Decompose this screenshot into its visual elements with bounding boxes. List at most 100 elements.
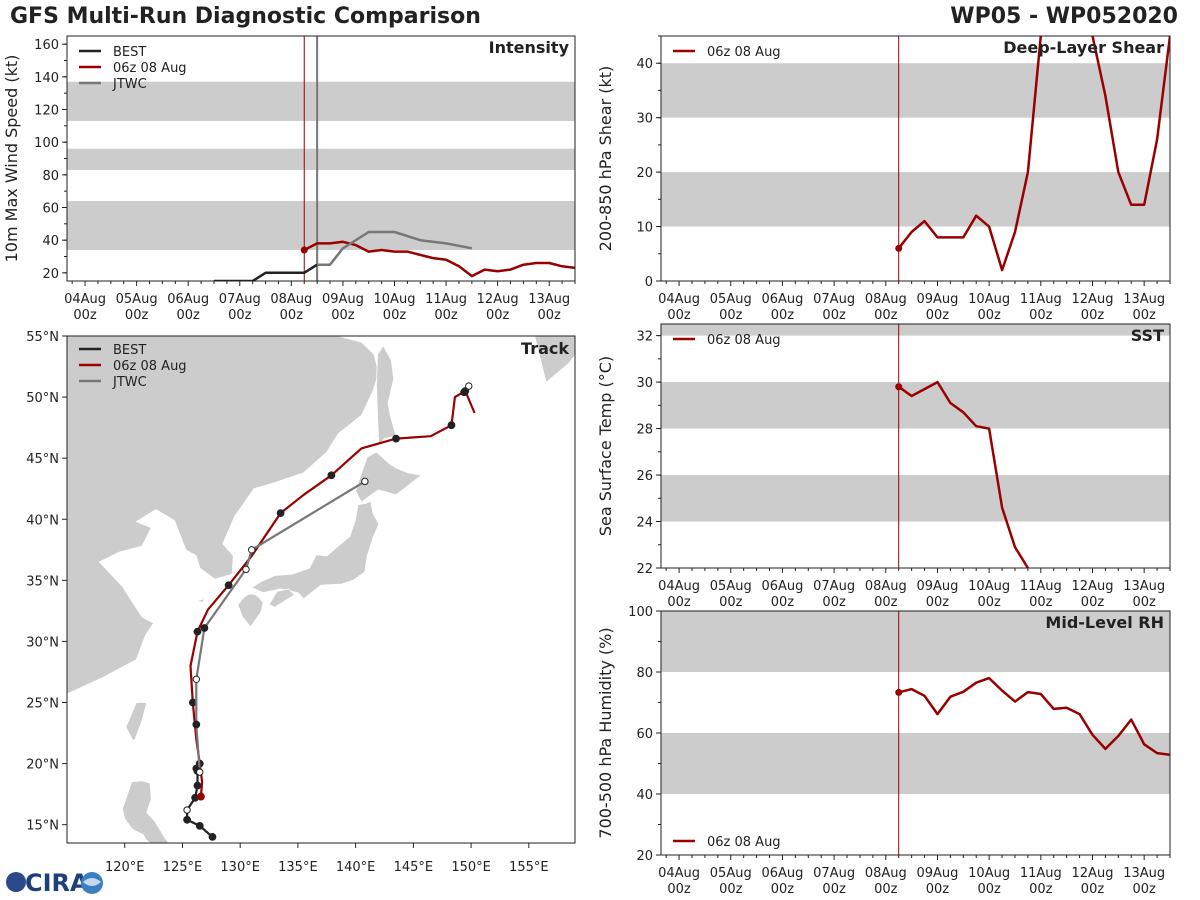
sst-xtick-label: 00z (1081, 595, 1105, 610)
intensity-series-group (214, 230, 575, 281)
intensity-xtick-label: 05Aug (116, 292, 158, 307)
intensity-ytick-label: 100 (34, 136, 59, 151)
rh-series-group (898, 676, 1170, 756)
shear-band-1 (661, 63, 1170, 118)
intensity-ytick-label: 160 (34, 38, 59, 53)
track-jtwc-point (242, 565, 250, 574)
sst-frame (660, 323, 1171, 569)
intensity-xtick-label: 00z (383, 308, 407, 323)
sst-xtick-label: 10Aug (968, 579, 1010, 594)
track-gfs-point (465, 382, 473, 390)
sst-xtick-label: 06Aug (761, 579, 803, 594)
shear-xtick-label: 00z (977, 308, 1001, 323)
track-xtick-label: 135°E (278, 860, 318, 875)
track-ytick-label: 15°N (26, 819, 59, 834)
sst-band-2 (661, 324, 1170, 336)
rh-frame (660, 610, 1171, 856)
sst-xtick-label: 12Aug (1072, 579, 1114, 594)
sst-ytick-label: 26 (636, 469, 653, 484)
track-legend-label-best: BEST (113, 343, 146, 358)
shear-xtick-label: 00z (667, 308, 691, 323)
land-luzon (121, 780, 170, 843)
sst-gfs-init-point (895, 383, 903, 391)
shear-ytick-label: 10 (636, 221, 653, 236)
shear-gfs-init-point (895, 244, 903, 252)
sst-xtick-label: 00z (874, 595, 898, 610)
sst-series-group (897, 380, 1029, 568)
sst-ytick-label: 24 (636, 516, 653, 531)
rh-ytick-label: 20 (636, 849, 653, 864)
land-sakhalin (375, 345, 397, 448)
track-gfs-point (193, 627, 202, 636)
sst-ylabel: Sea Surface Temp (°C) (596, 356, 615, 536)
track-xtick-label: 140°E (336, 860, 376, 875)
sst-xtick-label: 08Aug (865, 579, 907, 594)
rh-xtick-label: 11Aug (1020, 866, 1062, 881)
shear-xtick-label: 11Aug (1020, 292, 1062, 307)
rh-ytick-label: 80 (636, 666, 653, 681)
shear-xtick-label: 04Aug (658, 292, 700, 307)
intensity-gfs-init-point (300, 246, 308, 254)
rh-xtick-label: 05Aug (710, 866, 752, 881)
shear-xtick-label: 00z (1081, 308, 1105, 323)
land-honshu (250, 500, 380, 600)
intensity-jtwc-line (317, 230, 473, 266)
track-jtwc-point (200, 624, 209, 632)
intensity-band-0 (67, 200, 575, 250)
shear-title: Deep-Layer Shear (1003, 38, 1164, 57)
intensity-band-1 (67, 148, 575, 170)
track-ytick-label: 20°N (26, 758, 59, 773)
rh-title: Mid-Level RH (1045, 613, 1164, 632)
sst-xtick-label: 00z (1029, 595, 1053, 610)
sst-xtick-label: 09Aug (916, 579, 958, 594)
intensity-ytick-label: 20 (42, 267, 59, 282)
cira-logo-icon: CIRA (6, 869, 103, 897)
sst-xtick-label: 00z (926, 595, 950, 610)
intensity-xtick-label: 11Aug (425, 292, 467, 307)
track-gfs-point (447, 421, 456, 430)
intensity-legend-label-best: BEST (113, 45, 146, 60)
intensity-xtick-label: 00z (228, 308, 252, 323)
track-best-point (195, 821, 204, 830)
intensity-xtick-label: 00z (486, 308, 510, 323)
intensity-xtick-label: 00z (280, 308, 304, 323)
track-gfs-point (276, 509, 285, 518)
land-taiwan (125, 702, 148, 741)
page-title: GFS Multi-Run Diagnostic Comparison (10, 4, 481, 29)
shear-xtick-label: 00z (926, 308, 950, 323)
rh-xtick-label: 00z (874, 882, 898, 897)
track-best-point (208, 832, 217, 841)
cira-logo-globe (6, 872, 26, 892)
rh-xtick-label: 00z (1081, 882, 1105, 897)
track-jtwc-point (196, 768, 204, 776)
track-xtick-label: 120°E (105, 860, 145, 875)
sst-xtick-label: 00z (667, 595, 691, 610)
land-shikoku (268, 588, 296, 608)
track-jtwc-point (192, 675, 201, 683)
track-gfs-point (224, 581, 233, 590)
shear-xtick-label: 12Aug (1072, 292, 1114, 307)
intensity-xtick-label: 09Aug (322, 292, 364, 307)
land-hokkaido (355, 451, 423, 503)
land-hainan (0, 762, 21, 785)
rh-xtick-label: 00z (667, 882, 691, 897)
rh-xtick-label: 00z (719, 882, 743, 897)
track-xtick-label: 155°E (509, 860, 549, 875)
shear-band-0 (661, 172, 1170, 227)
shear-series-group (897, 36, 1170, 272)
track-map-group (0, 336, 575, 843)
shear-xtick-label: 07Aug (813, 292, 855, 307)
sst-xtick-label: 05Aug (710, 579, 752, 594)
sst-gfs-line (897, 380, 1029, 568)
shear-xtick-label: 00z (1132, 308, 1156, 323)
rh-xtick-label: 12Aug (1072, 866, 1114, 881)
land-asian-mainland (67, 336, 380, 715)
sst-xtick-label: 04Aug (658, 579, 700, 594)
rh-xtick-label: 10Aug (968, 866, 1010, 881)
sst-band-1 (661, 382, 1170, 429)
intensity-xtick-label: 08Aug (270, 292, 312, 307)
rh-band-0 (661, 733, 1170, 794)
sst-xtick-label: 00z (977, 595, 1001, 610)
shear-ytick-label: 30 (636, 112, 653, 127)
rh-xtick-label: 04Aug (658, 866, 700, 881)
